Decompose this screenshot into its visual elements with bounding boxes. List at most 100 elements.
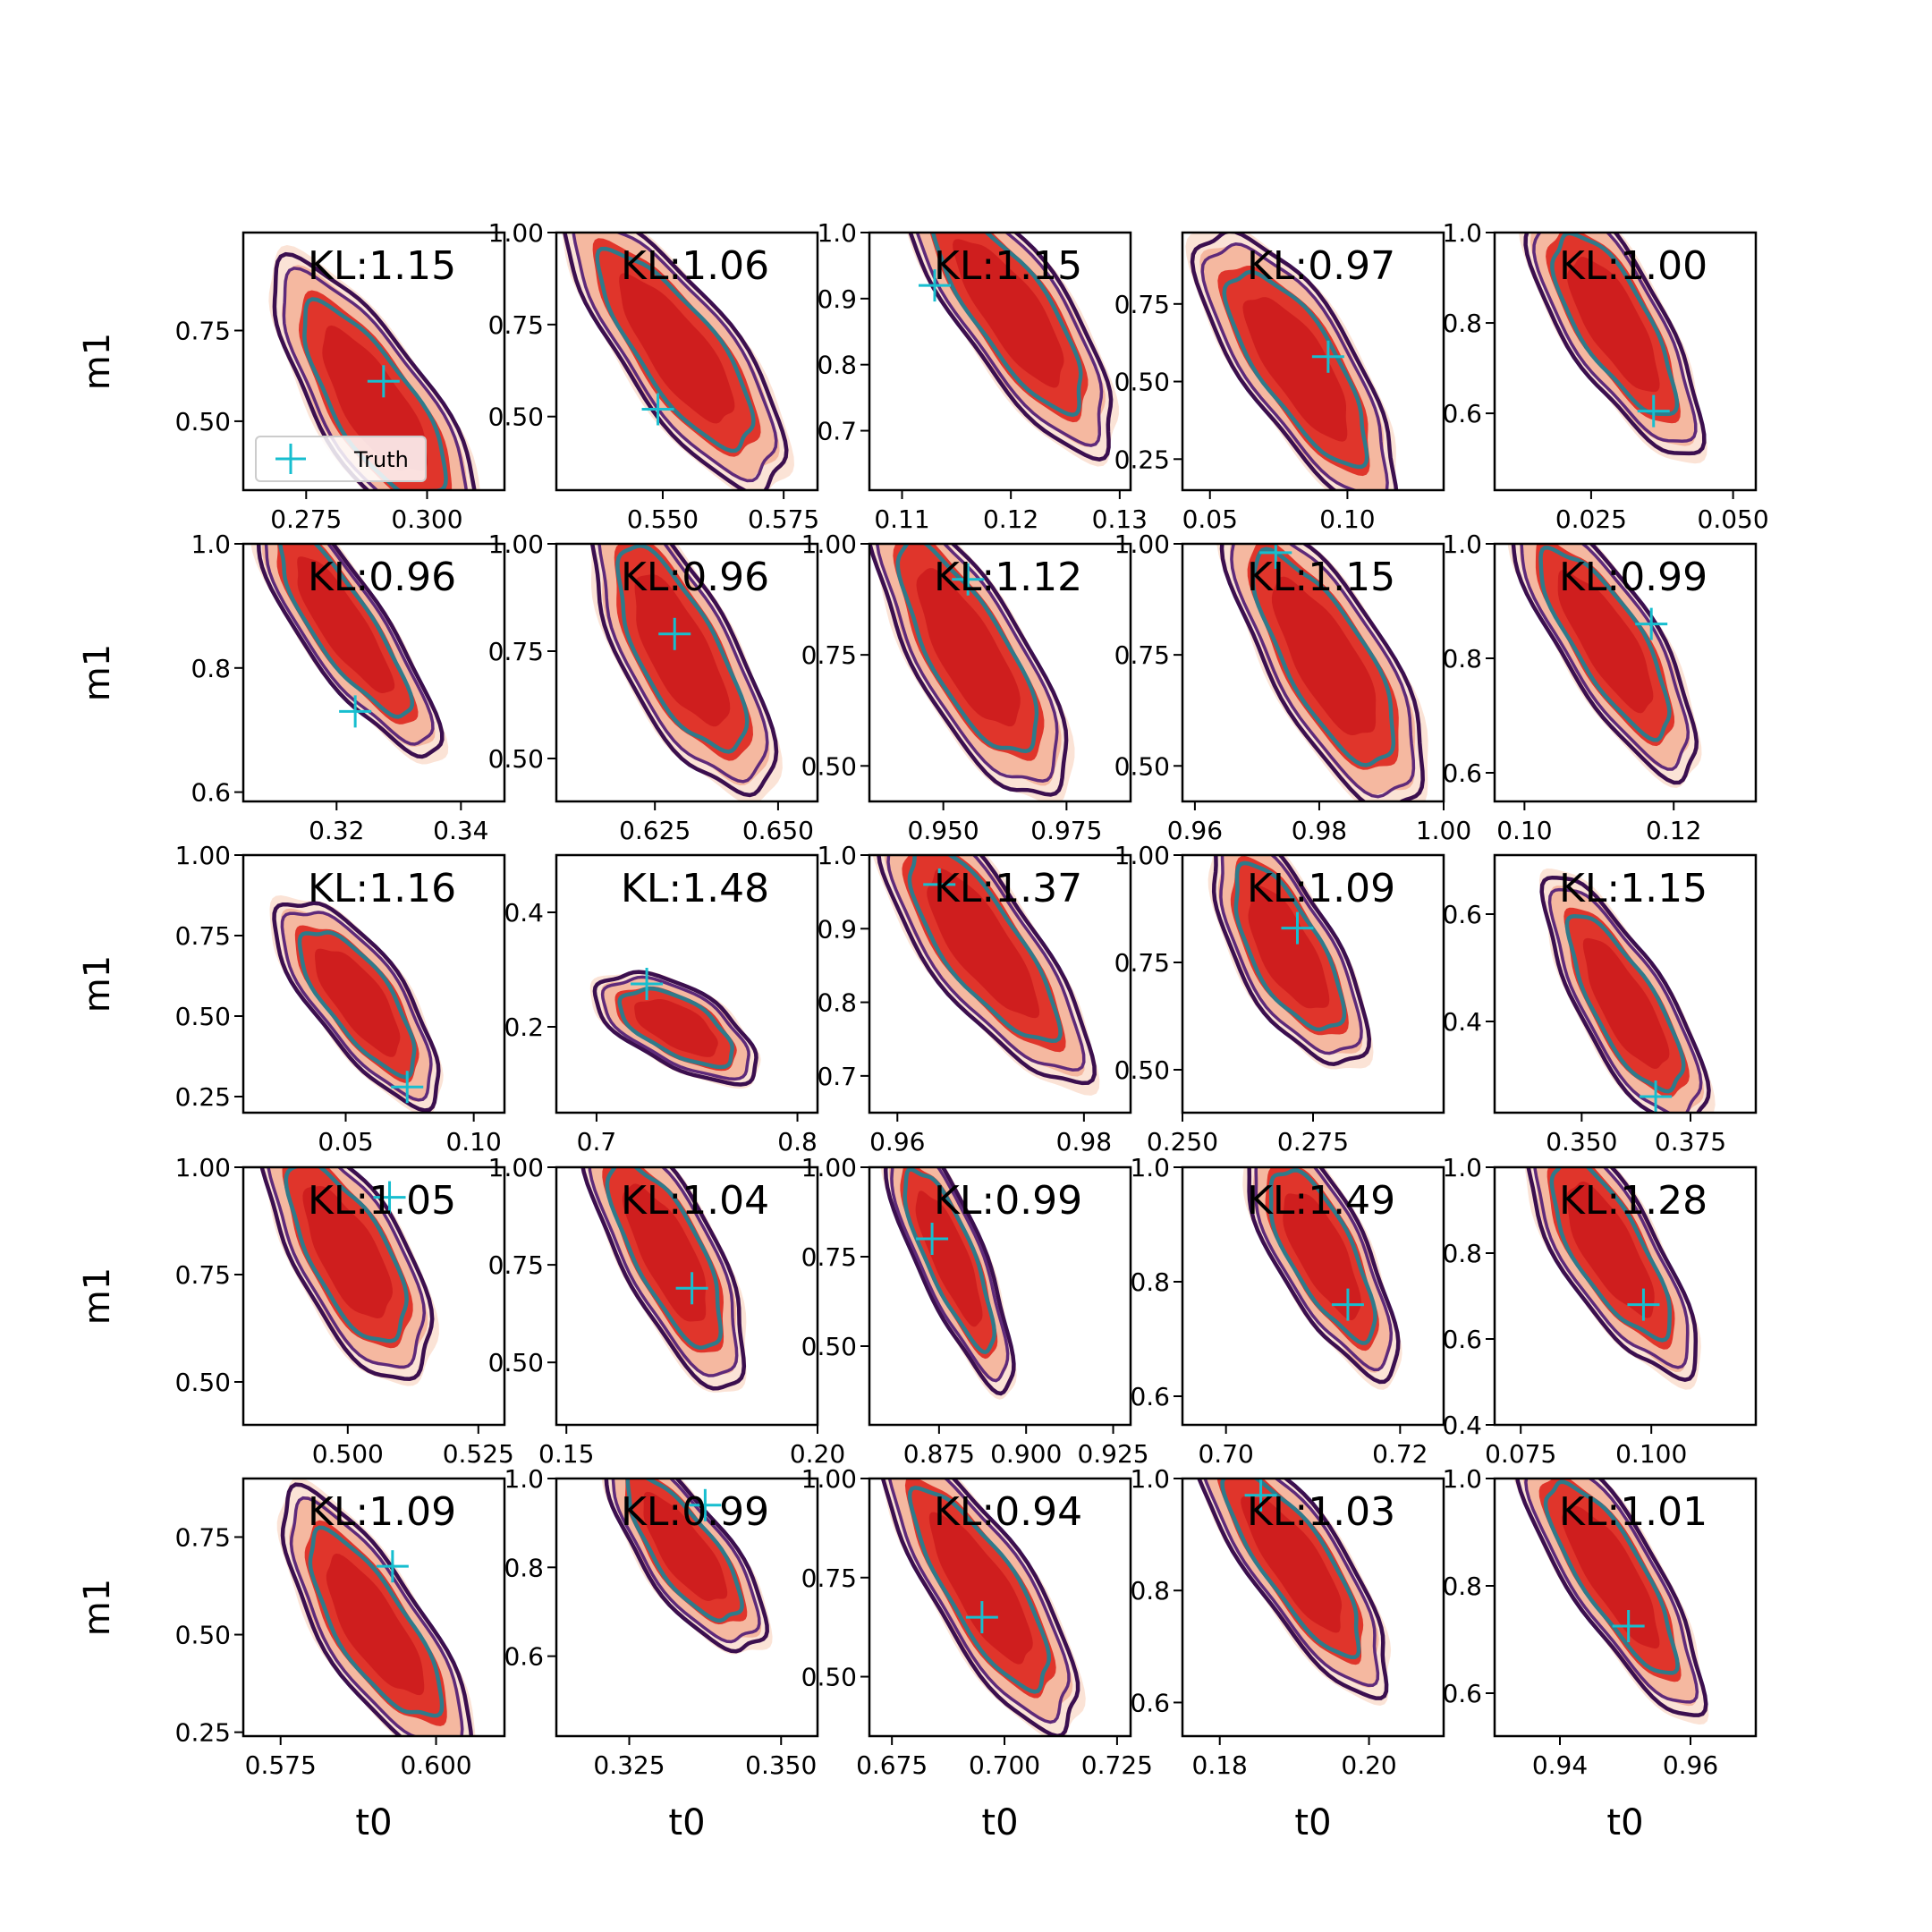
contour-inner [895, 544, 1039, 754]
density-level-4 [1242, 297, 1348, 442]
x-tick-label: 0.500 [312, 1439, 384, 1469]
density-level-4 [1582, 937, 1670, 1069]
kl-annotation: KL:1.12 [934, 555, 1082, 600]
x-axis-label: t0 [668, 1802, 705, 1843]
kl-annotation: KL:1.15 [308, 243, 456, 289]
truth-marker [339, 695, 372, 728]
y-tick-label: 0.25 [175, 1082, 231, 1112]
truth-marker [658, 617, 691, 650]
y-tick-label: 0.75 [801, 1563, 857, 1593]
subplot-11: 0.05 0.10 0.25 0.50 0.75 1.00 KL:1.16 m1 [77, 841, 506, 1157]
truth-marker [675, 1272, 708, 1305]
contour-middle [588, 1167, 739, 1377]
kl-annotation: KL:1.49 [1247, 1178, 1395, 1224]
density-contours [562, 233, 794, 490]
kl-annotation: KL:1.28 [1559, 1178, 1707, 1224]
kl-annotation: KL:1.15 [1247, 555, 1395, 600]
density-level-4 [953, 239, 1064, 388]
y-tick-label: 0.50 [488, 744, 544, 774]
density-level-4 [643, 1491, 728, 1601]
contour-outer [1515, 1479, 1708, 1717]
contour-inner [930, 233, 1083, 418]
x-tick-label: 0.600 [400, 1750, 471, 1780]
density-level-4 [634, 574, 731, 727]
y-tick-label: 1.00 [801, 1464, 857, 1494]
density-level-4 [1283, 1193, 1361, 1321]
density-contours [1507, 544, 1702, 788]
density-contours [869, 544, 1075, 801]
contour-inner [617, 986, 734, 1070]
subplot-16: 0.500 0.525 0.50 0.75 1.00 KL:1.05 m1 [77, 1153, 514, 1469]
truth-marker [1244, 1479, 1277, 1512]
kl-annotation: KL:1.37 [934, 866, 1082, 911]
axes-frame [555, 1165, 819, 1427]
x-tick-label: 0.34 [433, 816, 488, 845]
kl-annotation: KL:0.99 [621, 1489, 769, 1535]
y-tick-label: 0.6 [1442, 1325, 1482, 1354]
x-tick-label: 0.275 [1277, 1127, 1349, 1157]
y-tick-label: 0.75 [1114, 640, 1170, 670]
contour-outer [1197, 1479, 1389, 1700]
axes-frame [1493, 231, 1758, 492]
axes-frame [868, 1477, 1132, 1738]
x-tick-label: 0.05 [1182, 504, 1238, 534]
y-tick-label: 1.00 [175, 1153, 231, 1182]
y-tick-label: 0.50 [175, 1002, 231, 1031]
axes-frame [868, 1165, 1132, 1427]
density-level-4 [1241, 1496, 1343, 1633]
y-axis-label: m1 [77, 1267, 118, 1325]
y-tick-label: 1.00 [1114, 841, 1170, 870]
axes-frame [242, 542, 506, 803]
y-tick-label: 0.8 [1442, 644, 1482, 674]
x-tick-label: 0.96 [1167, 816, 1223, 845]
y-axis-label: m1 [77, 333, 118, 390]
y-tick-label: 1.0 [817, 841, 857, 870]
density-contours [250, 544, 449, 765]
y-tick-label: 0.8 [1130, 1267, 1170, 1297]
contour-outer [1190, 233, 1399, 490]
contour-middle [267, 1167, 427, 1369]
y-tick-label: 0.75 [1114, 290, 1170, 319]
contour-outer [908, 233, 1114, 462]
density-level-4 [297, 556, 395, 693]
x-tick-label: 0.12 [1646, 816, 1701, 845]
contour-inner [1550, 233, 1680, 417]
truth-marker [1637, 394, 1670, 428]
contour-middle [1230, 544, 1416, 799]
x-tick-label: 0.050 [1698, 504, 1769, 534]
y-tick-label: 0.75 [175, 317, 231, 346]
kl-annotation: KL:0.97 [1247, 243, 1395, 289]
contour-inner [302, 297, 448, 490]
density-contours [589, 544, 783, 801]
subplot-14: 0.250 0.275 0.50 0.75 1.00 KL:1.09 [1114, 841, 1445, 1157]
y-tick-label: 0.50 [1114, 751, 1170, 781]
x-tick-label: 0.10 [1496, 816, 1552, 845]
x-tick-label: 0.525 [443, 1439, 514, 1469]
subplot-21: 0.575 0.600 0.25 0.50 0.75 KL:1.09 m1 t0 [77, 1477, 506, 1843]
axes-frame [242, 1165, 506, 1427]
contour-inner [284, 1167, 409, 1343]
y-tick-label: 0.50 [175, 1621, 231, 1650]
contour-middle [280, 911, 433, 1102]
legend: Truth [255, 436, 427, 482]
density-contours [1538, 869, 1716, 1113]
y-tick-label: 1.00 [488, 530, 544, 559]
axes-frame [555, 231, 819, 492]
y-tick-label: 0.8 [504, 1553, 544, 1582]
x-tick-label: 0.94 [1532, 1750, 1588, 1780]
axes-frame [1493, 1477, 1758, 1738]
y-tick-label: 0.8 [1442, 1239, 1482, 1268]
contour-inner [1233, 860, 1347, 1032]
x-tick-label: 0.925 [1077, 1439, 1148, 1469]
axes-frame [1493, 853, 1758, 1114]
contour-middle [875, 544, 1059, 783]
y-tick-label: 0.50 [1114, 368, 1170, 397]
x-tick-label: 0.550 [627, 504, 699, 534]
contour-outer [880, 1479, 1080, 1736]
y-tick-label: 1.0 [191, 530, 231, 559]
y-tick-label: 0.6 [191, 778, 231, 808]
contour-middle [1200, 242, 1389, 490]
density-contours [268, 245, 480, 490]
y-tick-label: 0.6 [1442, 900, 1482, 929]
y-axis-label: m1 [77, 955, 118, 1013]
